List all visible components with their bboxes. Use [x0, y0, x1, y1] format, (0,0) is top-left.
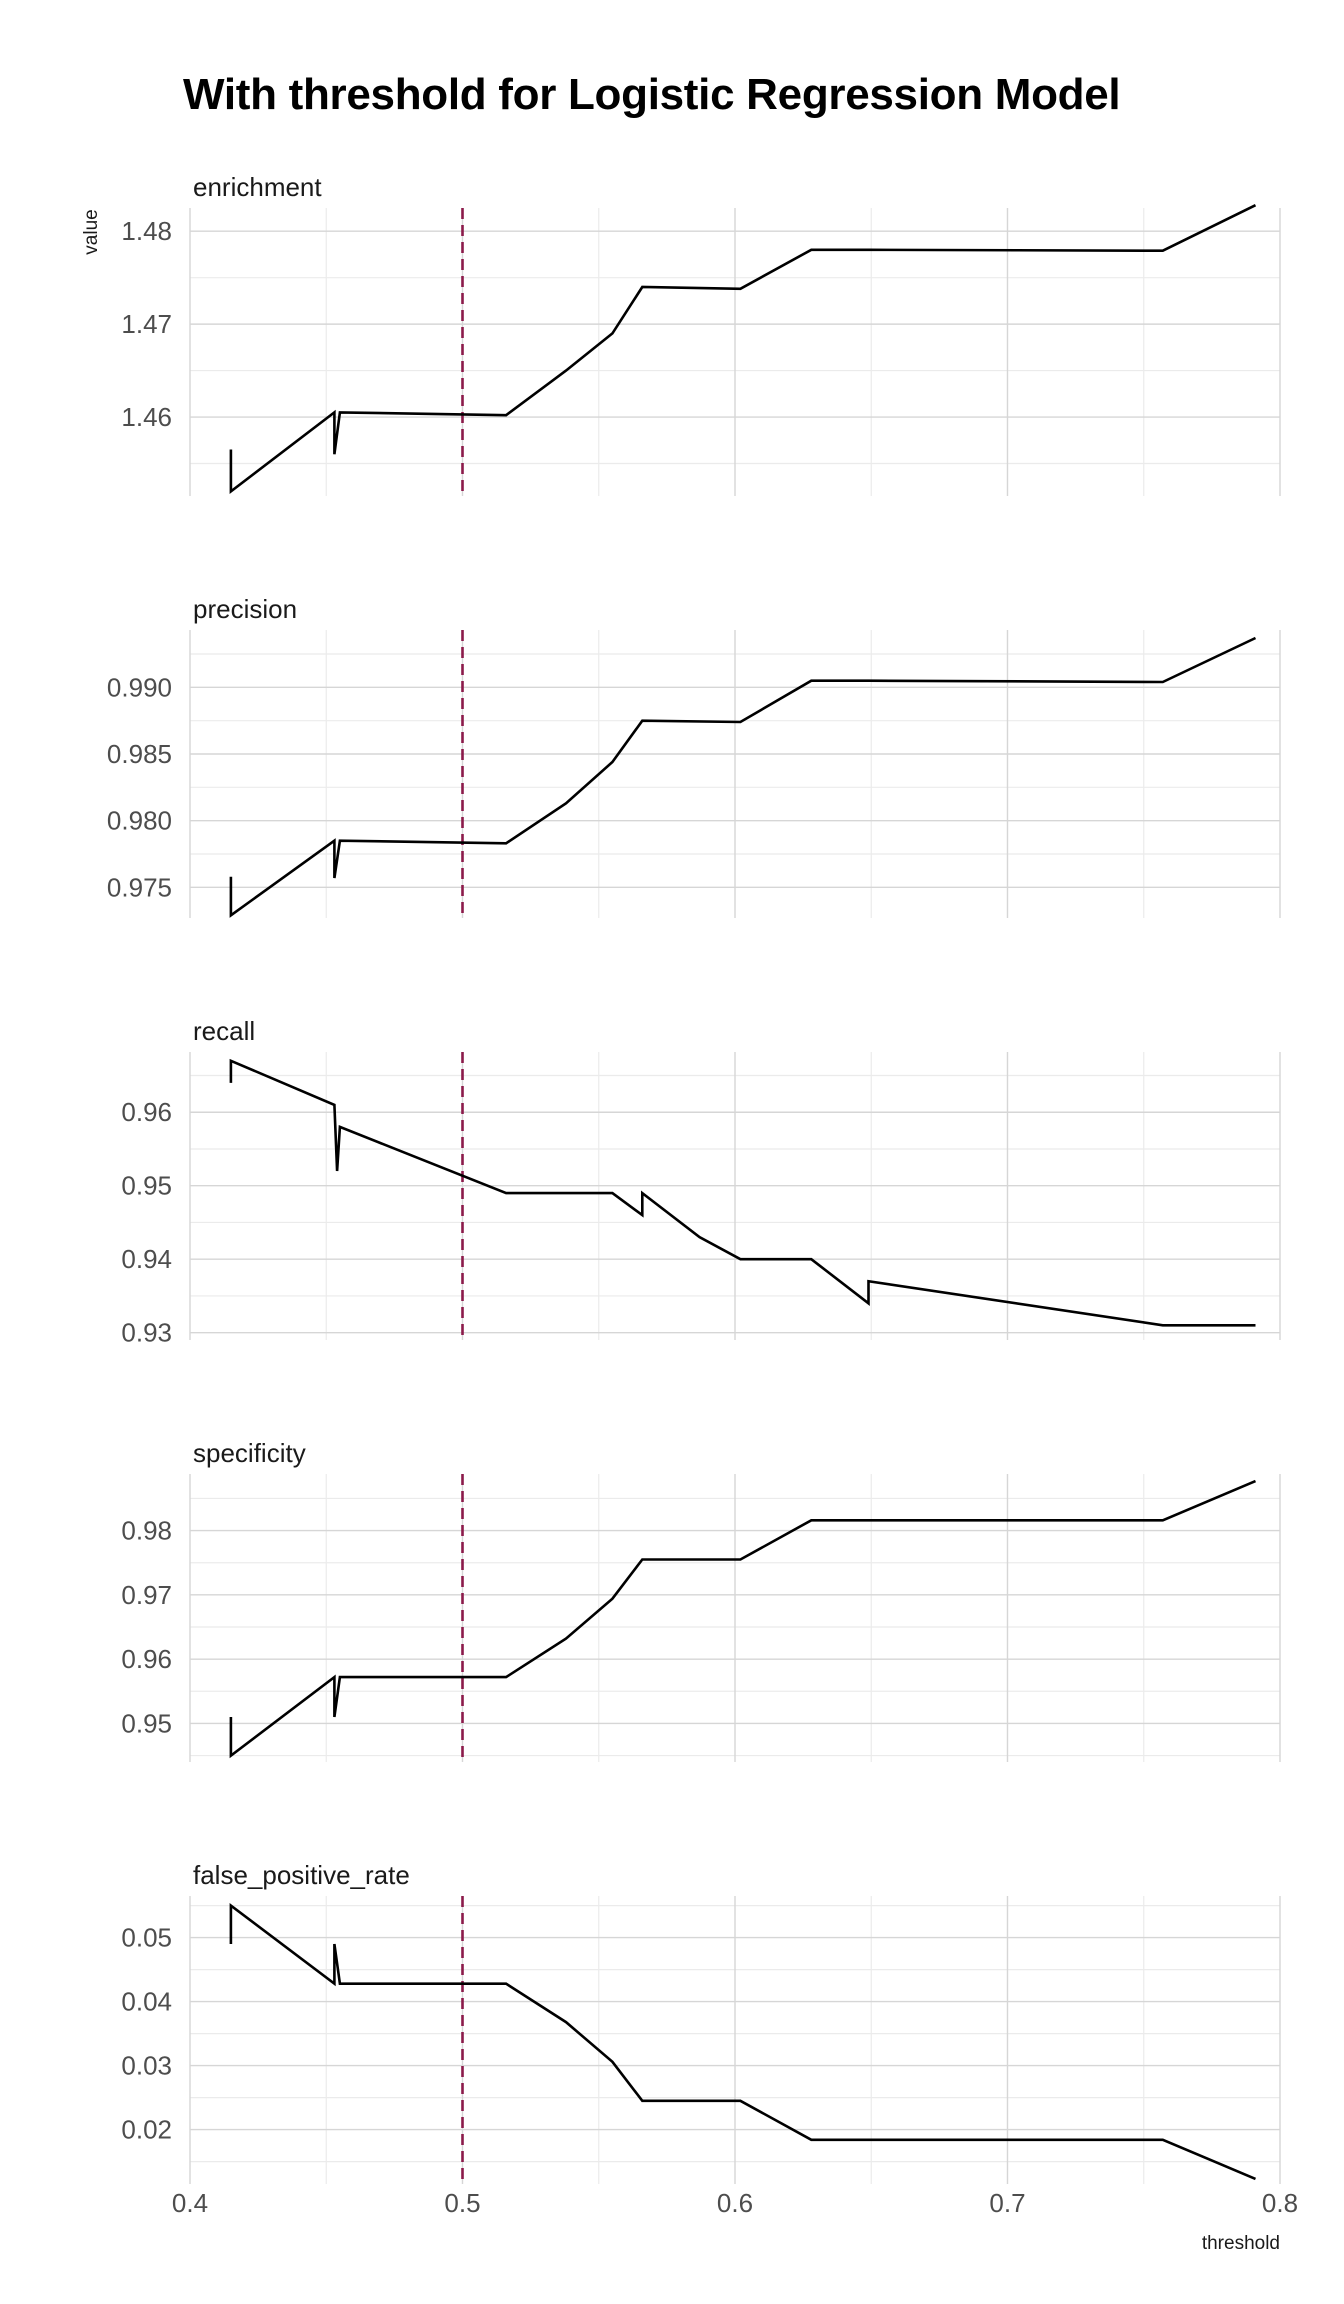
y-tick-label: 1.47	[121, 309, 172, 339]
y-tick-label: 0.93	[121, 1318, 172, 1348]
page-title: With threshold for Logistic Regression M…	[183, 70, 1121, 119]
x-axis-title: threshold	[1202, 2233, 1280, 2254]
y-tick-label: 0.96	[121, 1644, 172, 1674]
series-line-enrichment	[229, 204, 1257, 495]
y-tick-label: 0.03	[121, 2051, 172, 2081]
y-tick-label: 0.96	[121, 1097, 172, 1127]
x-tick-label: 0.8	[1262, 2188, 1298, 2218]
y-tick-label: 0.02	[121, 2115, 172, 2145]
x-tick-label: 0.5	[444, 2188, 480, 2218]
series-line-precision	[229, 636, 1257, 918]
panel-title-enrichment: enrichment	[193, 172, 322, 202]
y-tick-label: 0.05	[121, 1923, 172, 1953]
panel-title-precision: precision	[193, 594, 297, 624]
x-tick-label: 0.4	[172, 2188, 208, 2218]
y-tick-label: 0.95	[121, 1708, 172, 1738]
panel-title-false-positive-rate: false_positive_rate	[193, 1860, 410, 1890]
y-tick-label: 0.980	[107, 806, 172, 836]
y-tick-label: 0.04	[121, 1987, 172, 2017]
y-tick-label: 0.95	[121, 1171, 172, 1201]
y-tick-label: 0.98	[121, 1516, 172, 1546]
y-tick-label: 0.94	[121, 1244, 172, 1274]
series-line-specificity	[229, 1479, 1257, 1759]
y-tick-label: 0.97	[121, 1580, 172, 1610]
panel-title-specificity: specificity	[193, 1438, 306, 1468]
x-tick-label: 0.7	[989, 2188, 1025, 2218]
y-tick-label: 0.985	[107, 739, 172, 769]
series-line-recall	[229, 1058, 1256, 1327]
x-tick-label: 0.6	[717, 2188, 753, 2218]
panel-title-recall: recall	[193, 1016, 255, 1046]
y-axis-title: value	[81, 209, 102, 254]
y-tick-label: 1.46	[121, 402, 172, 432]
y-tick-label: 0.990	[107, 672, 172, 702]
y-tick-label: 0.975	[107, 872, 172, 902]
series-line-false-positive-rate	[229, 1902, 1257, 2181]
y-tick-label: 1.48	[121, 216, 172, 246]
